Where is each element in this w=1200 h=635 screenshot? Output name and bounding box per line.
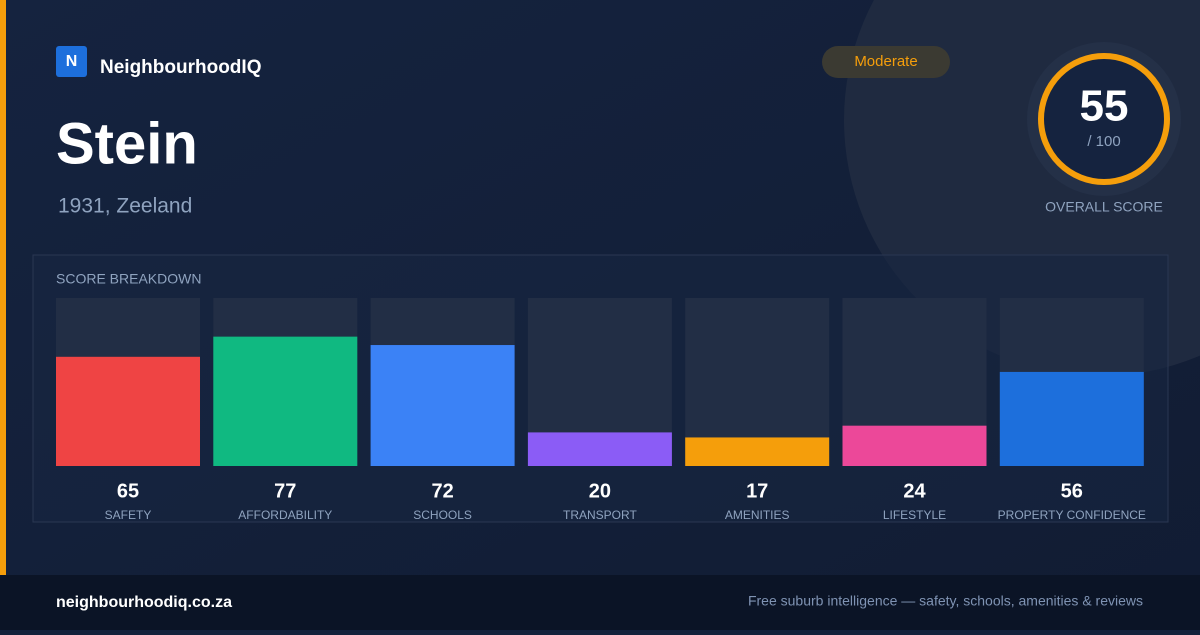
value-label: 20: [589, 480, 611, 502]
brand-name: NeighbourhoodIQ: [100, 57, 261, 78]
accent-stripe: [0, 0, 6, 575]
value-label: 65: [117, 480, 139, 502]
footer: [0, 575, 1200, 630]
value-label: 77: [274, 480, 296, 502]
category-label: LIFESTYLE: [883, 508, 946, 522]
bar: [213, 336, 358, 466]
category-label: TRANSPORT: [563, 508, 637, 522]
footer-url: neighbourhoodiq.co.za: [56, 594, 232, 611]
badge-text: Moderate: [854, 53, 917, 70]
place-name: Stein: [56, 111, 198, 176]
value-label: 17: [746, 480, 768, 502]
footer-tagline: Free suburb intelligence — safety, schoo…: [748, 593, 1143, 609]
logo: [56, 46, 87, 77]
category-label: PROPERTY CONFIDENCE: [998, 508, 1146, 522]
category-label: SAFETY: [105, 508, 152, 522]
bar: [685, 437, 830, 466]
badge: [822, 46, 950, 78]
bar: [56, 356, 200, 466]
overall-score: 55: [1080, 82, 1129, 131]
overall-label: OVERALL SCORE: [1045, 199, 1163, 215]
value-label: 24: [903, 480, 926, 502]
value-label: 72: [431, 480, 453, 502]
overall-max: / 100: [1087, 133, 1120, 150]
category-label: AFFORDABILITY: [238, 508, 332, 522]
category-label: AMENITIES: [725, 508, 790, 522]
place-location: 1931, Zeeland: [58, 195, 192, 218]
logo-letter: N: [66, 53, 78, 70]
score-ring: [1038, 53, 1170, 185]
category-label: SCHOOLS: [413, 508, 472, 522]
value-label: 56: [1061, 480, 1083, 502]
bars: 65 SAFETY 77 AFFORDABILITY 72 SCHOOLS 20 TRANSP…: [56, 298, 1146, 522]
bar: [370, 345, 515, 466]
bar: [999, 371, 1144, 466]
chart-title: SCORE BREAKDOWN: [56, 271, 201, 287]
bar: [527, 432, 672, 466]
bar: [842, 425, 987, 466]
